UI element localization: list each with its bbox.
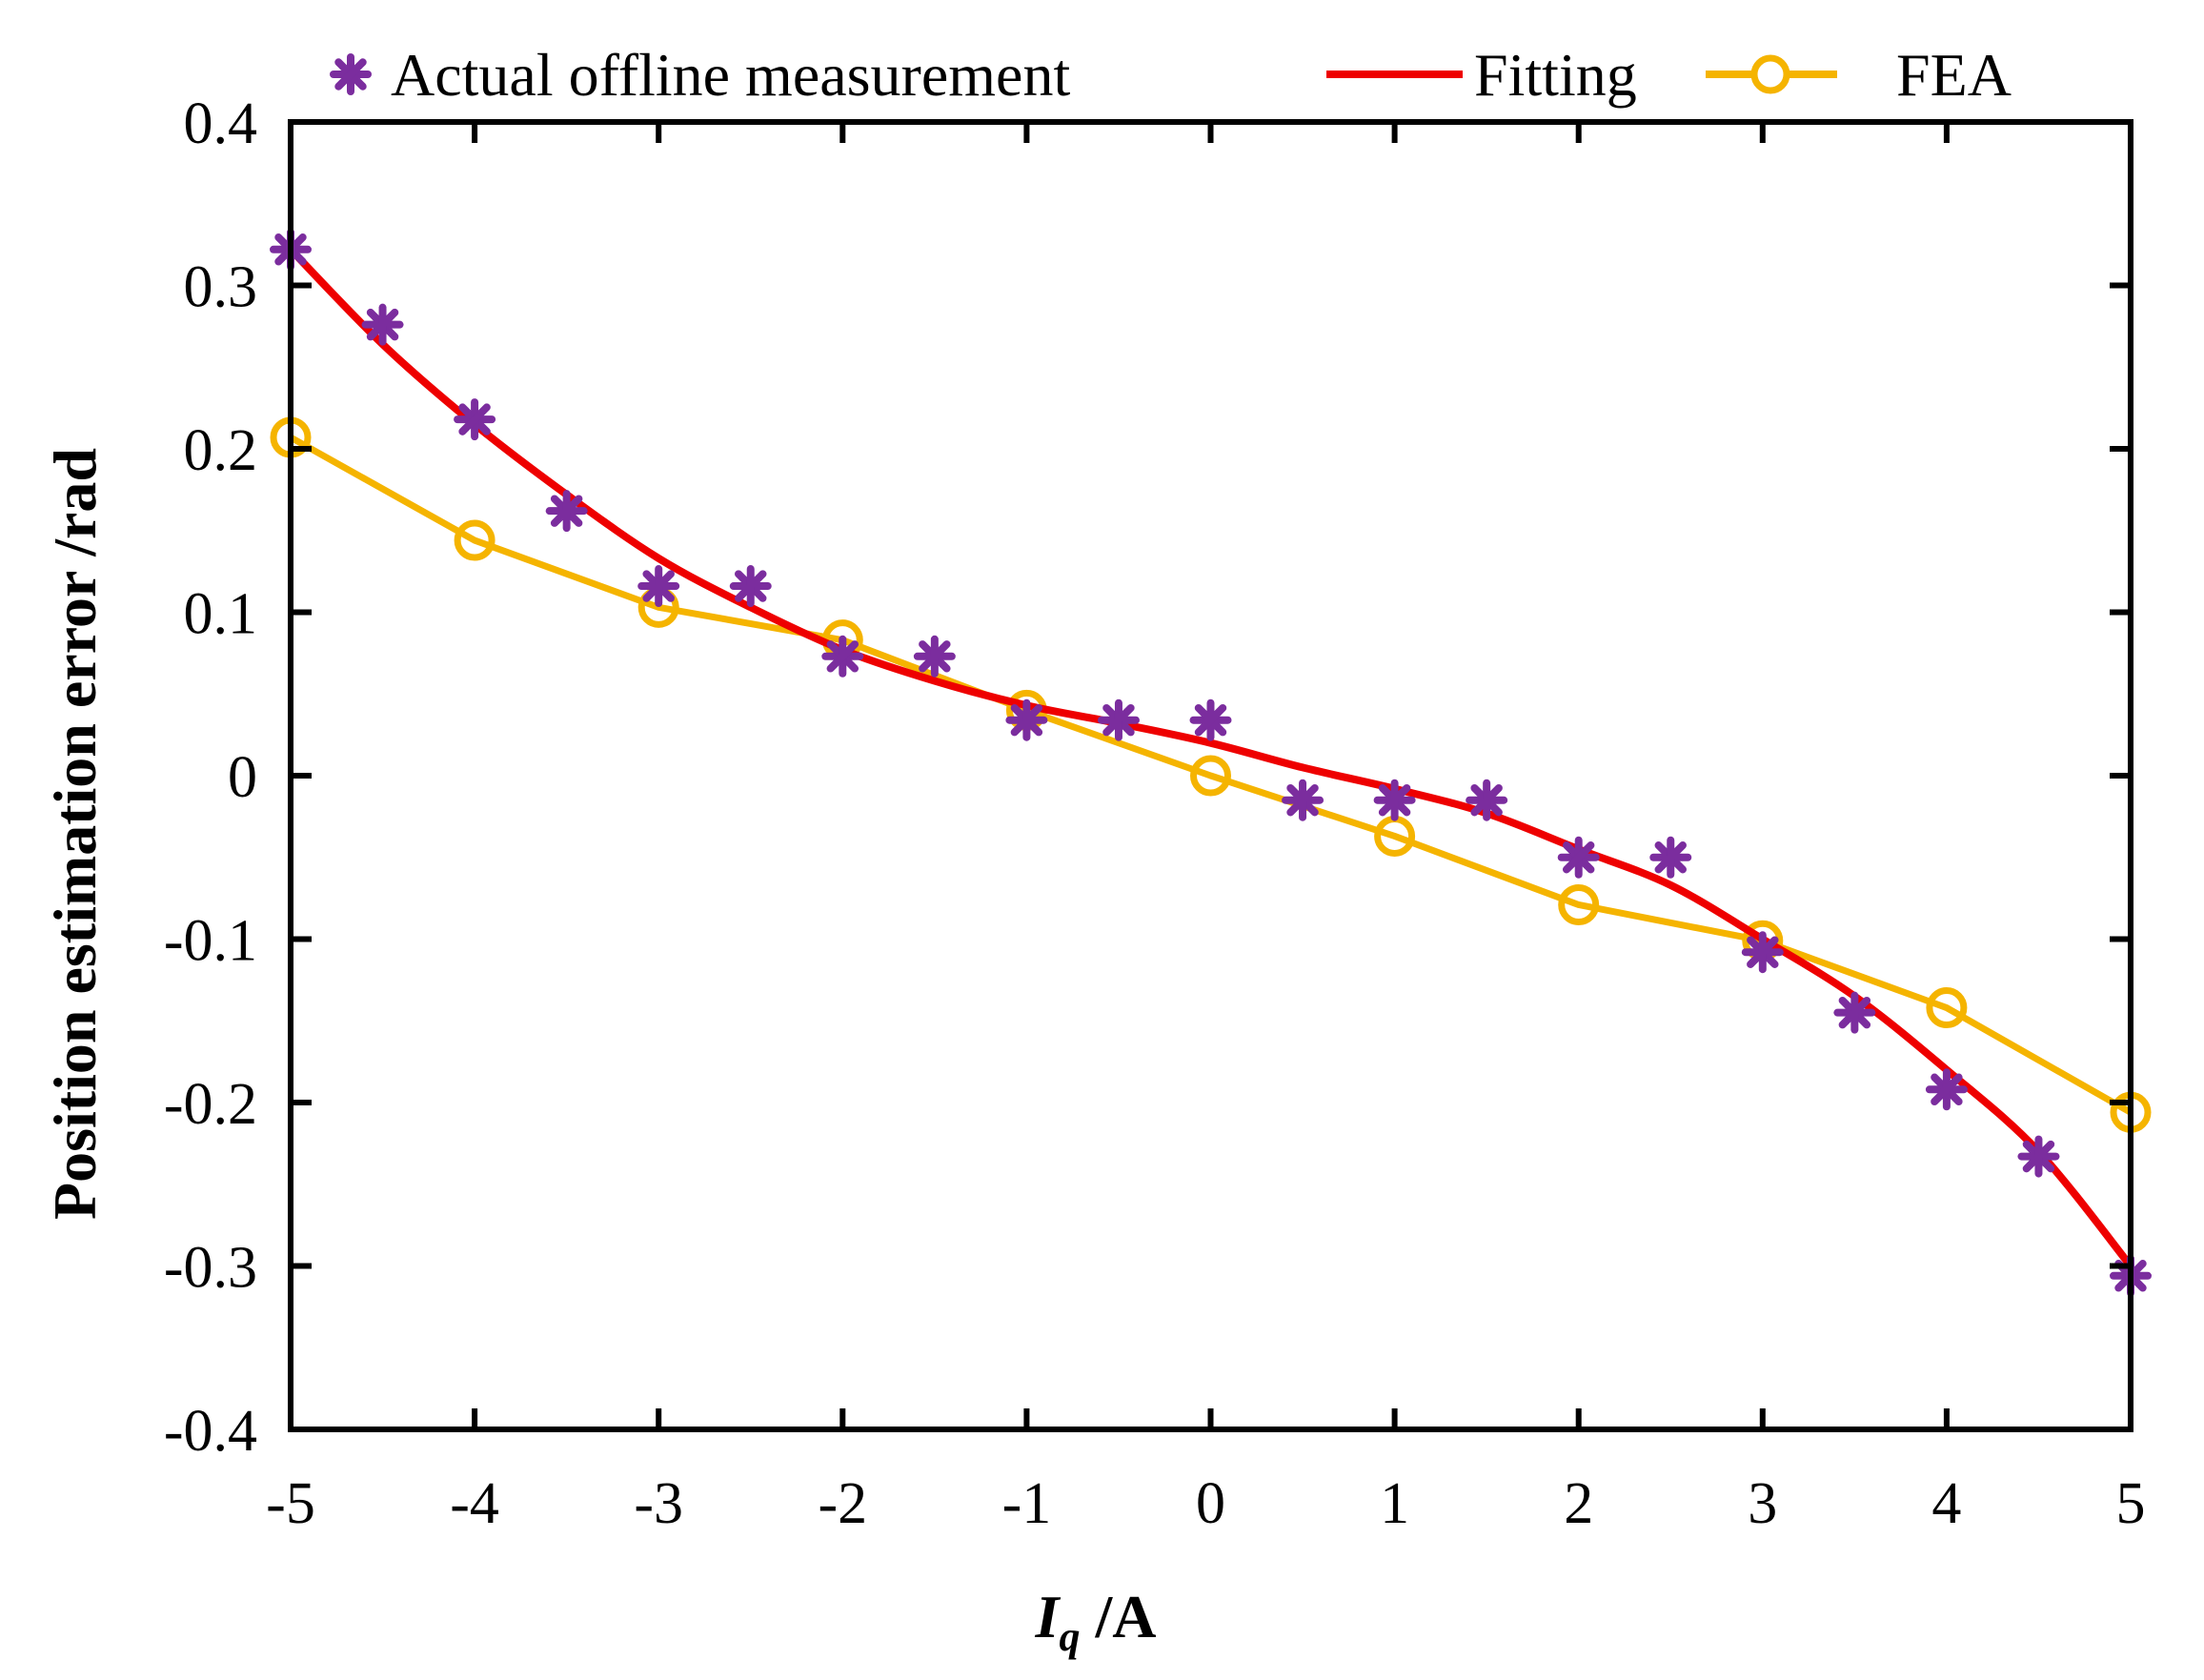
asterisk-marker-icon bbox=[330, 53, 372, 95]
fea-point bbox=[1926, 987, 1968, 1029]
y-tick-label: 0.4 bbox=[184, 91, 258, 156]
asterisk-stroke bbox=[366, 308, 399, 341]
asterisk-stroke bbox=[735, 570, 767, 602]
measurement-point bbox=[361, 303, 404, 346]
x-tick-label: 0 bbox=[1196, 1471, 1225, 1536]
x-tick-label: -1 bbox=[1002, 1471, 1052, 1536]
x-axis-title: Iq /A bbox=[1035, 1583, 1157, 1660]
measurement-point bbox=[1925, 1068, 1968, 1111]
measurement-point bbox=[454, 398, 496, 441]
x-tick-label: -5 bbox=[266, 1471, 315, 1536]
x-tick-label: 3 bbox=[1748, 1471, 1777, 1536]
measurement-point bbox=[1466, 779, 1508, 821]
x-axis-title-sub: q bbox=[1059, 1613, 1080, 1660]
asterisk-stroke bbox=[1470, 783, 1503, 817]
plot-layer bbox=[270, 228, 2152, 1297]
measurement-point bbox=[729, 565, 772, 608]
legend-label-fitting: Fitting bbox=[1474, 41, 1637, 109]
measurement-point bbox=[637, 565, 680, 608]
fea-point bbox=[1190, 755, 1231, 797]
legend-label-measurement: Actual offline measurement bbox=[391, 41, 1070, 109]
fea-point bbox=[1374, 815, 1416, 857]
x-tick-label: 5 bbox=[2116, 1471, 2146, 1536]
asterisk-stroke bbox=[1378, 783, 1411, 817]
asterisk-stroke bbox=[919, 640, 951, 673]
asterisk-stroke bbox=[1286, 783, 1319, 817]
asterisk-stroke bbox=[1562, 841, 1595, 874]
x-tick-label: -3 bbox=[634, 1471, 683, 1536]
asterisk-stroke bbox=[2022, 1140, 2055, 1173]
measurement-point bbox=[545, 490, 588, 533]
measurement-point bbox=[2017, 1135, 2060, 1178]
legend-item-measurement: Actual offline measurement bbox=[330, 41, 1070, 109]
x-tick-label: 2 bbox=[1564, 1471, 1593, 1536]
y-tick-label: 0.2 bbox=[184, 418, 258, 483]
y-tick-label: -0.3 bbox=[164, 1236, 257, 1301]
asterisk-stroke bbox=[1654, 841, 1687, 874]
measurement-point bbox=[1097, 698, 1140, 741]
asterisk-stroke bbox=[334, 58, 367, 91]
measurement-point bbox=[821, 635, 864, 678]
asterisk-stroke bbox=[826, 640, 859, 673]
asterisk-stroke bbox=[1102, 703, 1135, 737]
legend-asterisk bbox=[330, 53, 372, 95]
x-tick-label: -2 bbox=[818, 1471, 867, 1536]
measurement-point bbox=[913, 635, 956, 678]
fea-point bbox=[454, 519, 495, 561]
asterisk-stroke bbox=[1194, 703, 1227, 737]
y-tick-label: 0.1 bbox=[184, 582, 258, 647]
legend: Actual offline measurement Fitting FEA bbox=[330, 41, 2012, 109]
y-axis-title: Position estimation error /rad bbox=[41, 448, 109, 1220]
y-tick-label: 0 bbox=[228, 745, 257, 810]
asterisk-stroke bbox=[1010, 703, 1043, 737]
measurement-point bbox=[1005, 698, 1048, 741]
measurement-point bbox=[1557, 836, 1600, 879]
measurement-point bbox=[1282, 779, 1324, 821]
x-axis-title-var: I bbox=[1035, 1583, 1062, 1650]
asterisk-stroke bbox=[550, 495, 583, 527]
legend-item-fitting: Fitting bbox=[1326, 41, 1637, 109]
y-tick-label: -0.1 bbox=[164, 909, 257, 974]
asterisk-stroke bbox=[1747, 936, 1779, 968]
y-axis-title-text: Position estimation error /rad bbox=[41, 448, 109, 1220]
measurement-point bbox=[1189, 698, 1232, 741]
x-tick-label: 4 bbox=[1931, 1471, 1961, 1536]
measurement-point bbox=[1373, 779, 1416, 821]
x-tick-label: -4 bbox=[450, 1471, 499, 1536]
fea-point bbox=[1558, 883, 1600, 925]
asterisk-stroke bbox=[1838, 996, 1871, 1029]
asterisk-stroke bbox=[1931, 1073, 1963, 1106]
axes-layer: -5 -4 -3 -2 -1 0 1 2 3 4 5 -0.4 -0.3 -0.2 -0.1 0 0.1 0.2 0… bbox=[164, 91, 2146, 1536]
x-tick-label: 1 bbox=[1380, 1471, 1409, 1536]
measurement-point bbox=[1741, 931, 1784, 974]
x-axis-title-unit: /A bbox=[1080, 1583, 1156, 1650]
circle-marker-icon bbox=[1750, 54, 1790, 94]
measurement-point bbox=[1649, 836, 1692, 879]
asterisk-stroke bbox=[458, 403, 491, 435]
y-tick-label: -0.2 bbox=[164, 1072, 257, 1137]
y-tick-label: 0.3 bbox=[184, 255, 258, 320]
asterisk-stroke bbox=[642, 570, 675, 602]
legend-item-fea: FEA bbox=[1706, 41, 2012, 109]
measurement-point bbox=[1833, 991, 1876, 1034]
legend-label-fea: FEA bbox=[1896, 41, 2012, 109]
fea-series-line bbox=[289, 434, 2133, 1116]
y-tick-label: -0.4 bbox=[164, 1399, 257, 1464]
